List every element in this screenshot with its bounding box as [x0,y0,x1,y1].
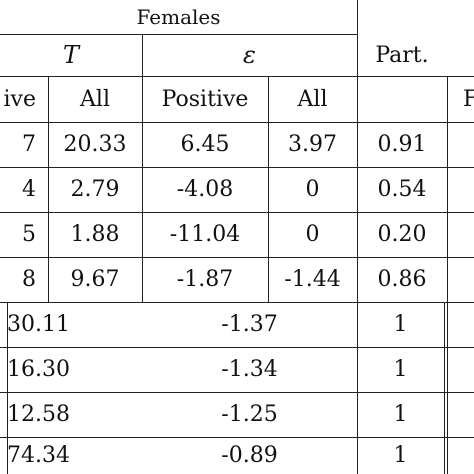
subheader-all-eps: All [297,86,328,112]
cell-t-positive: 5 [22,222,36,247]
table-border [48,76,49,302]
cell-eps-all: 0 [305,177,320,202]
header-epsilon-symbol: ε [243,41,256,69]
subheader-positive-eps: Positive [161,86,249,112]
table-border [357,0,358,474]
cell-t: 30.11 [7,312,70,337]
cell-eps-positive: -4.08 [176,177,234,202]
cell-part: 1 [393,402,408,427]
table-border [0,437,474,438]
header-T-symbol: T [62,41,79,69]
table-border [0,76,474,77]
cell-part: 0.20 [377,222,427,247]
table-border [268,76,269,302]
cell-part: 0.86 [377,267,427,292]
cell-t-all: 20.33 [63,132,127,157]
table-border [0,347,474,348]
subheader-next-group-clipped: F [463,86,474,112]
subheader-positive-clipped: ive [3,86,36,112]
header-group-females: Females [136,5,221,29]
cell-eps-all: 0 [305,222,320,247]
cell-eps: -0.89 [221,443,278,468]
cell-eps: -1.37 [221,312,278,337]
table-border [0,167,474,168]
cell-t-all: 1.88 [70,222,120,247]
cell-t-positive: 8 [22,267,36,292]
cell-part: 1 [393,357,408,382]
cell-eps-positive: -1.87 [176,267,234,292]
table-border [447,76,448,474]
cell-eps-positive: -11.04 [169,222,241,247]
table-border [0,34,357,35]
cell-t-all: 2.79 [70,177,120,202]
table-border [7,302,8,474]
cell-t: 74.34 [7,443,70,468]
table-border [0,212,474,213]
cell-eps: -1.34 [221,357,278,382]
header-part: Part. [375,42,429,68]
table-border [0,302,474,303]
table-border [444,302,445,474]
cell-eps-positive: 6.45 [180,132,230,157]
cell-t-positive: 4 [22,177,36,202]
cell-part: 0.54 [377,177,427,202]
cell-eps-all: 3.97 [288,132,337,157]
cell-part: 1 [393,312,408,337]
cell-t-positive: 7 [22,132,36,157]
cell-t: 12.58 [7,402,70,427]
cell-t: 16.30 [7,357,70,382]
cell-part: 0.91 [377,132,427,157]
table-border [142,34,143,302]
table-border [0,122,474,123]
table-border [0,392,474,393]
cell-t-all: 9.67 [70,267,120,292]
cell-eps-all: -1.44 [284,267,341,292]
cell-part: 1 [393,443,408,468]
table-border [0,257,474,258]
subheader-all-T: All [80,86,110,112]
cell-eps: -1.25 [221,402,278,427]
